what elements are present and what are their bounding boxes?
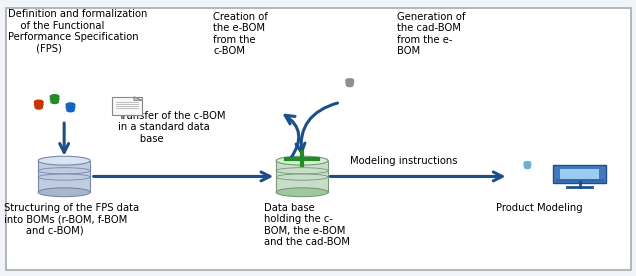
Text: Generation of
the cad-BOM
from the e-
BOM: Generation of the cad-BOM from the e- BO… [398, 12, 466, 57]
FancyBboxPatch shape [553, 165, 606, 183]
Ellipse shape [35, 105, 43, 109]
Circle shape [524, 162, 531, 164]
Ellipse shape [346, 81, 354, 85]
Ellipse shape [38, 188, 90, 197]
FancyBboxPatch shape [112, 97, 142, 115]
Text: Structuring of the FPS data
into BOMs (r-BOM, f-BOM
       and c-BOM): Structuring of the FPS data into BOMs (r… [4, 203, 139, 236]
Ellipse shape [34, 102, 43, 107]
Circle shape [50, 95, 59, 99]
FancyBboxPatch shape [560, 169, 599, 180]
Ellipse shape [525, 166, 530, 169]
Ellipse shape [51, 100, 59, 104]
Ellipse shape [50, 97, 59, 101]
Bar [38, 161, 90, 192]
Text: Definition and formalization
    of the Functional
Performance Specification
   : Definition and formalization of the Func… [8, 9, 148, 54]
Text: Modeling instructions: Modeling instructions [350, 156, 457, 166]
Text: Transfer of the c-BOM
in a standard data
       base: Transfer of the c-BOM in a standard data… [118, 111, 226, 144]
Ellipse shape [524, 163, 531, 167]
Ellipse shape [66, 105, 75, 110]
Ellipse shape [347, 84, 353, 87]
Text: Creation of
the e-BOM
from the
c-BOM: Creation of the e-BOM from the c-BOM [213, 12, 268, 57]
Bar [556, 179, 604, 182]
Circle shape [34, 100, 43, 104]
Circle shape [346, 79, 354, 82]
Text: Product Modeling: Product Modeling [495, 203, 583, 213]
Circle shape [66, 103, 75, 107]
Polygon shape [134, 97, 142, 100]
Ellipse shape [38, 156, 90, 165]
Text: Data base
holding the c-
BOM, the e-BOM
and the cad-BOM: Data base holding the c- BOM, the e-BOM … [264, 203, 350, 247]
Ellipse shape [67, 108, 74, 112]
Ellipse shape [276, 156, 328, 165]
Ellipse shape [276, 188, 328, 197]
Bar [276, 161, 328, 192]
